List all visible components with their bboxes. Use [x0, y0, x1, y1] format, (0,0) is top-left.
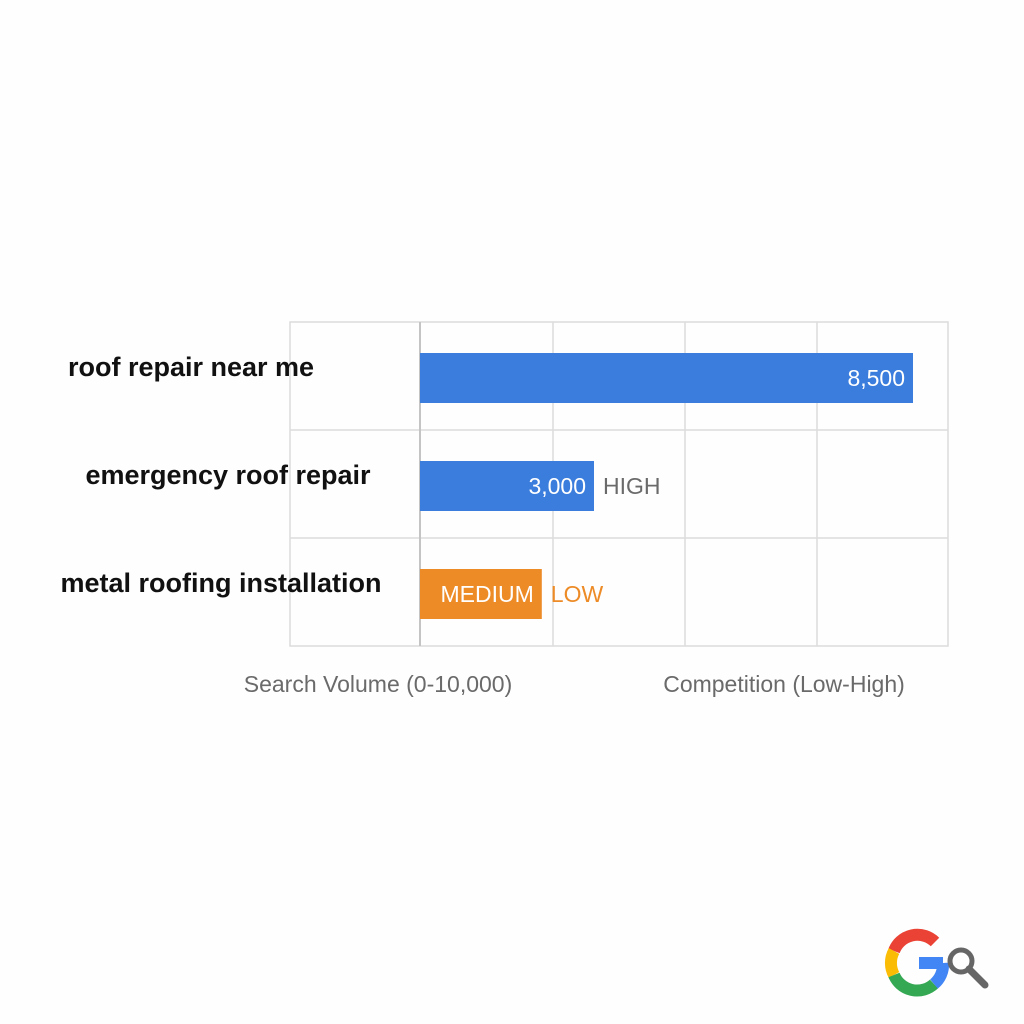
competition-axis-title: Competition (Low-High)	[663, 671, 905, 697]
category-labels: roof repair near me emergency roof repair…	[60, 352, 381, 598]
grid	[289, 321, 949, 647]
bars: 8,500 3,000 HIGH MEDIUM LOW	[420, 353, 913, 619]
category-label-3: metal roofing installation	[60, 568, 381, 598]
competition-label-3: LOW	[551, 581, 604, 607]
google-g-icon	[884, 928, 950, 997]
category-label-1: roof repair near me	[68, 352, 314, 382]
bar-value-label-2: 3,000	[528, 473, 586, 499]
bar-3	[420, 569, 542, 619]
x-axis-title: Search Volume (0-10,000)	[244, 671, 513, 697]
google-search-logo	[884, 928, 989, 997]
bar-value-label-1: 8,500	[847, 365, 905, 391]
plot-border	[289, 321, 949, 647]
competition-label-2: HIGH	[603, 473, 661, 499]
category-label-2: emergency roof repair	[85, 460, 371, 490]
bar-value-label-3: MEDIUM	[441, 581, 534, 607]
magnifier-icon	[947, 947, 989, 989]
bar-2	[420, 461, 594, 511]
bar-1	[420, 353, 913, 403]
